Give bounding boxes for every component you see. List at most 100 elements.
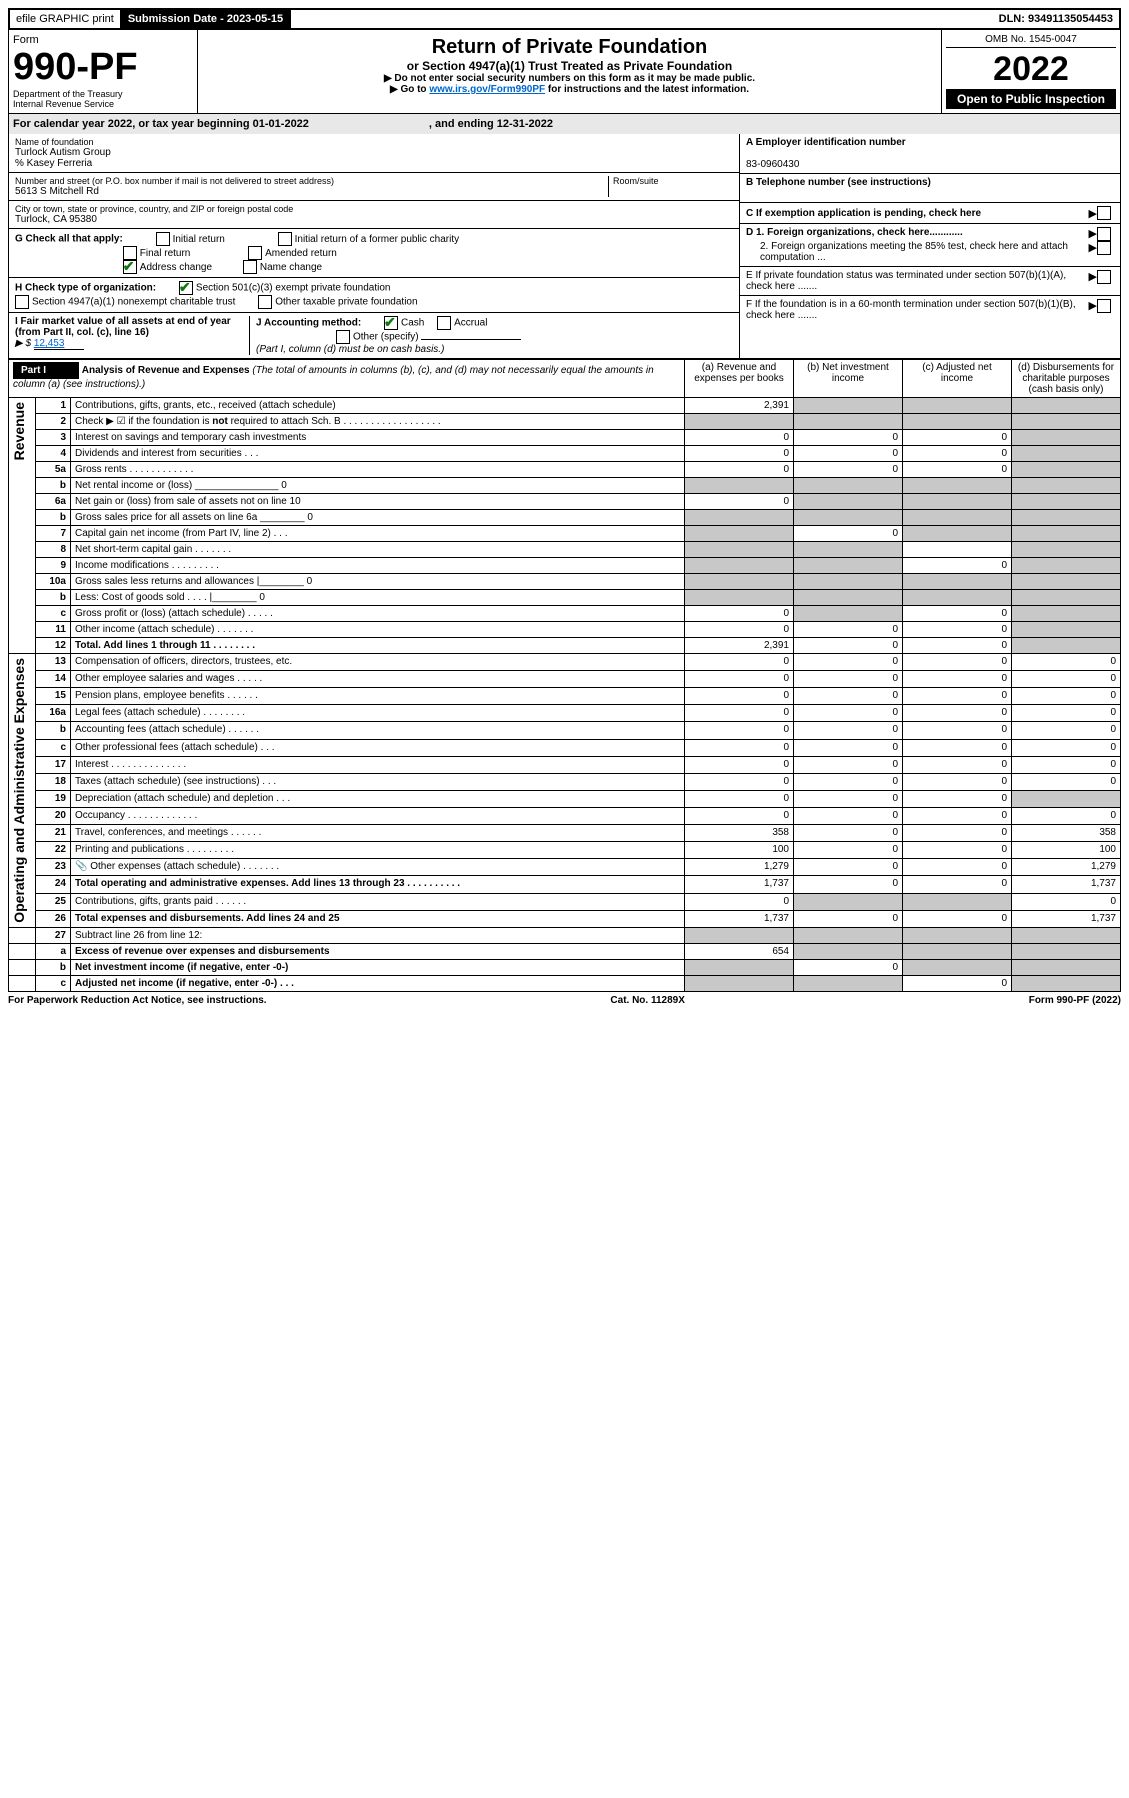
j-accrual: Accrual [454,318,487,329]
checkbox-initial-former[interactable] [278,232,292,246]
g-label: G Check all that apply: [15,234,123,245]
irs-label: Internal Revenue Service [13,99,193,109]
checkbox-address-change[interactable] [123,260,137,274]
street-address: 5613 S Mitchell Rd [15,186,608,197]
table-row: 18Taxes (attach schedule) (see instructi… [9,773,1121,790]
calyear-end: , and ending 12-31-2022 [429,118,553,130]
checkbox-cash[interactable] [384,316,398,330]
efile-label: efile GRAPHIC print [10,10,122,28]
part-1-label: Part I [13,362,79,379]
footer-left: For Paperwork Reduction Act Notice, see … [8,995,267,1006]
table-row: 14Other employee salaries and wages . . … [9,671,1121,688]
fmv-value[interactable]: 12,453 [34,338,84,350]
checkbox-accrual[interactable] [437,316,451,330]
checkbox-other-method[interactable] [336,330,350,344]
checkbox-name-change[interactable] [243,260,257,274]
care-of: % Kasey Ferreria [15,158,733,169]
checkbox-amended[interactable] [248,246,262,260]
col-c-header: (c) Adjusted net income [903,360,1012,398]
form-link[interactable]: www.irs.gov/Form990PF [429,84,545,95]
table-row: 5aGross rents . . . . . . . . . . . .000 [9,462,1121,478]
table-row: 15Pension plans, employee benefits . . .… [9,688,1121,705]
table-row: 2Check ▶ ☑ if the foundation is not requ… [9,414,1121,430]
checkbox-4947[interactable] [15,295,29,309]
g-opt-5: Name change [260,262,322,273]
checkbox-c[interactable] [1097,206,1111,220]
d2-label: 2. Foreign organizations meeting the 85%… [760,241,1089,263]
instr-line-2: ▶ Go to www.irs.gov/Form990PF for instru… [204,84,935,95]
checkbox-501c3[interactable] [179,281,193,295]
table-row: 20Occupancy . . . . . . . . . . . . .000… [9,807,1121,824]
foundation-name: Turlock Autism Group [15,147,733,158]
table-row: bNet investment income (if negative, ent… [9,959,1121,975]
table-row: 26Total expenses and disbursements. Add … [9,910,1121,927]
table-row: aExcess of revenue over expenses and dis… [9,943,1121,959]
j-label: J Accounting method: [256,318,361,329]
calyear-begin: For calendar year 2022, or tax year begi… [13,118,309,130]
part-1-table: Part I Analysis of Revenue and Expenses … [8,359,1121,992]
page-footer: For Paperwork Reduction Act Notice, see … [8,992,1121,1006]
i-prefix: ▶ $ [15,338,31,349]
d1-label: D 1. Foreign organizations, check here..… [746,227,963,238]
table-row: 11Other income (attach schedule) . . . .… [9,622,1121,638]
instr-line-1: ▶ Do not enter social security numbers o… [204,73,935,84]
table-row: 25Contributions, gifts, grants paid . . … [9,893,1121,910]
table-row: Operating and Administrative Expenses13C… [9,654,1121,671]
footer-right: Form 990-PF (2022) [1029,995,1121,1006]
table-row: 10aGross sales less returns and allowanc… [9,574,1121,590]
form-title: Return of Private Foundation [204,36,935,59]
open-public: Open to Public Inspection [946,89,1116,109]
table-row: bNet rental income or (loss) ___________… [9,478,1121,494]
g-opt-4: Amended return [265,248,337,259]
j-other: Other (specify) [353,332,419,343]
i-label: I Fair market value of all assets at end… [15,316,231,338]
section-g: G Check all that apply: Initial return I… [9,229,739,278]
tax-year: 2022 [946,50,1116,89]
table-row: 3Interest on savings and temporary cash … [9,430,1121,446]
dept-label: Department of the Treasury [13,89,193,99]
checkbox-d2[interactable] [1097,241,1111,255]
table-row: 8Net short-term capital gain . . . . . .… [9,542,1121,558]
instr2-post: for instructions and the latest informat… [545,84,749,95]
checkbox-other-tax[interactable] [258,295,272,309]
table-row: Revenue1Contributions, gifts, grants, et… [9,398,1121,414]
addr-label: Number and street (or P.O. box number if… [15,176,608,186]
g-opt-3: Initial return of a former public charit… [295,234,460,245]
j-note: (Part I, column (d) must be on cash basi… [256,344,444,355]
checkbox-f[interactable] [1097,299,1111,313]
table-row: cGross profit or (loss) (attach schedule… [9,606,1121,622]
col-a-header: (a) Revenue and expenses per books [685,360,794,398]
checkbox-e[interactable] [1097,270,1111,284]
instr2-pre: ▶ Go to [390,84,429,95]
checkbox-initial[interactable] [156,232,170,246]
h-opt-1: Section 501(c)(3) exempt private foundat… [196,283,391,294]
table-row: 22Printing and publications . . . . . . … [9,842,1121,859]
city-state-zip: Turlock, CA 95380 [15,214,733,225]
ein-label: A Employer identification number [746,137,906,148]
c-label: C If exemption application is pending, c… [746,208,981,219]
table-row: 19Depreciation (attach schedule) and dep… [9,790,1121,807]
table-row: bGross sales price for all assets on lin… [9,510,1121,526]
table-row: cOther professional fees (attach schedul… [9,739,1121,756]
table-row: 9Income modifications . . . . . . . . .0 [9,558,1121,574]
ein-value: 83-0960430 [746,159,799,170]
name-label: Name of foundation [15,137,733,147]
col-b-header: (b) Net investment income [794,360,903,398]
table-row: 23📎 Other expenses (attach schedule) . .… [9,859,1121,876]
j-cash: Cash [401,318,424,329]
room-label: Room/suite [613,176,733,186]
form-number: 990-PF [13,46,193,89]
table-row: cAdjusted net income (if negative, enter… [9,975,1121,991]
dln-label: DLN: 93491135054453 [993,10,1119,28]
table-row: 12Total. Add lines 1 through 11 . . . . … [9,638,1121,654]
h-opt-2: Section 4947(a)(1) nonexempt charitable … [32,297,235,308]
top-bar: efile GRAPHIC print Submission Date - 20… [8,8,1121,30]
part-1-title: Analysis of Revenue and Expenses [82,365,250,376]
section-h: H Check type of organization: Section 50… [9,278,739,313]
checkbox-d1[interactable] [1097,227,1111,241]
table-row: bLess: Cost of goods sold . . . . |_____… [9,590,1121,606]
table-row: 7Capital gain net income (from Part IV, … [9,526,1121,542]
h-opt-3: Other taxable private foundation [275,297,417,308]
f-label: F If the foundation is in a 60-month ter… [746,299,1089,321]
e-label: E If private foundation status was termi… [746,270,1089,292]
